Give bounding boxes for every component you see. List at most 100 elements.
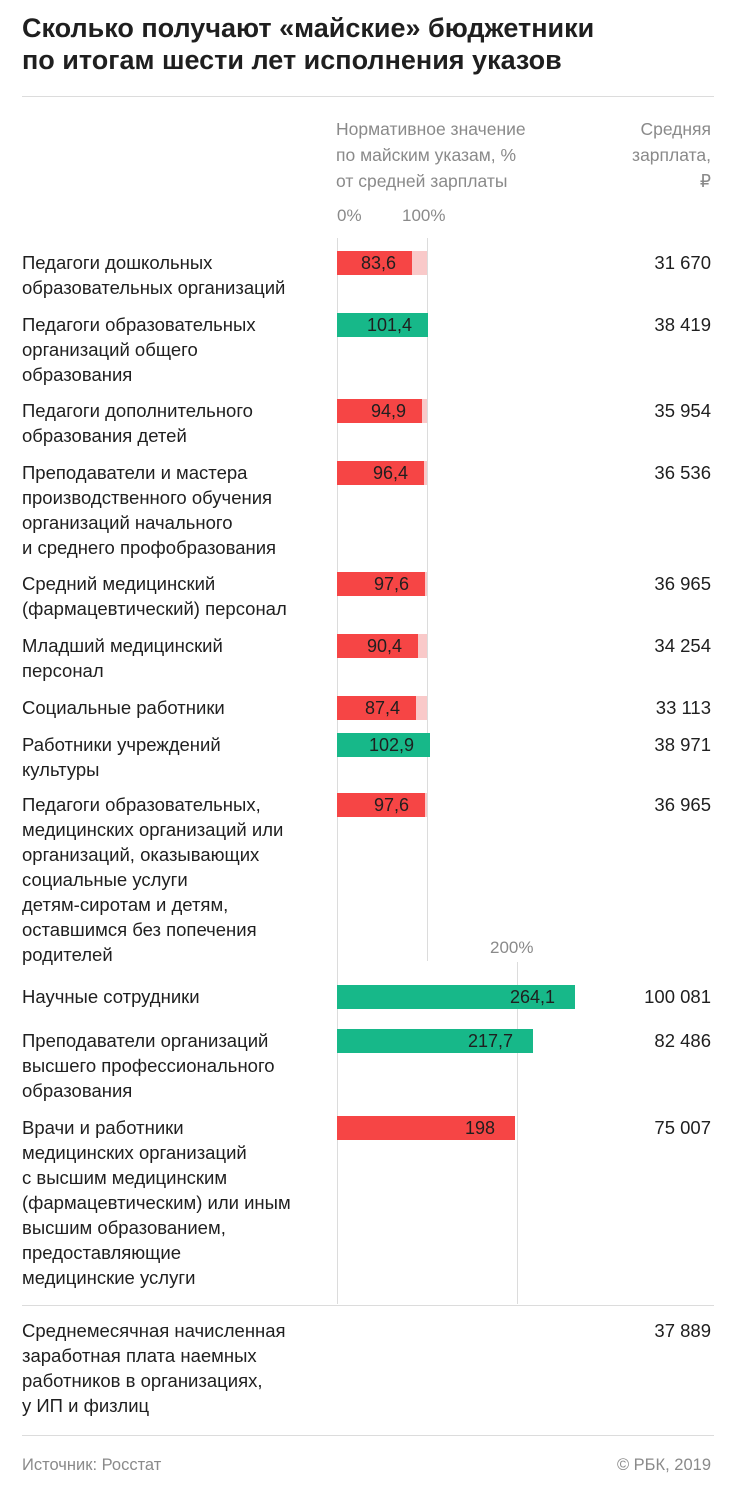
- row-salary: 75 007: [654, 1117, 711, 1138]
- gridline-200: [517, 962, 518, 1304]
- bar: [337, 572, 425, 596]
- bottom-divider: [22, 1435, 714, 1436]
- title-line-1: Сколько получают «майские» бюджетники: [22, 13, 595, 43]
- gridline-0: [337, 238, 338, 1304]
- row-label-line: организаций начального: [22, 512, 233, 533]
- normative-header-line-2: по майским указам, %: [336, 145, 517, 165]
- row-label: Средний медицинский (фармацевтический) пе…: [22, 571, 287, 621]
- row-label-line: высшего профессионального: [22, 1055, 275, 1076]
- row-label: Врачи и работники медицинских организаций…: [22, 1115, 291, 1290]
- summary-label-line-3: работников в организациях,: [22, 1370, 263, 1391]
- summary-label-line-1: Среднемесячная начисленная: [22, 1320, 286, 1341]
- bar: [337, 793, 425, 817]
- row-label-line: Педагоги образовательных,: [22, 794, 261, 815]
- chart-title: Сколько получают «майские» бюджетники по…: [22, 12, 722, 76]
- normative-column-header: Нормативное значение по майским указам, …: [336, 116, 526, 194]
- row-label-line: Преподаватели и мастера: [22, 462, 248, 483]
- row-salary: 100 081: [644, 986, 711, 1007]
- row-label-line: Младший медицинский: [22, 635, 223, 656]
- salary-header-line-3: ₽: [699, 171, 711, 191]
- row-label: Преподаватели организаций высшего професс…: [22, 1028, 275, 1103]
- row-label: Научные сотрудники: [22, 984, 200, 1009]
- row-label-line: высшим образованием,: [22, 1217, 226, 1238]
- row-salary: 36 965: [654, 794, 711, 815]
- row-label-line: Педагоги дополнительного: [22, 400, 253, 421]
- row-label-line: образовательных организаций: [22, 277, 286, 298]
- row-label-line: производственного обучения: [22, 487, 273, 508]
- row-label-line: образования: [22, 1080, 133, 1101]
- bar: [337, 461, 424, 485]
- row-salary: 33 113: [655, 697, 711, 718]
- bar-value-label: 264,1: [509, 987, 555, 1007]
- row-label-line: Преподаватели организаций: [22, 1030, 269, 1051]
- row-label-line: организаций общего: [22, 339, 198, 360]
- bar-value-label: 96,4: [372, 463, 408, 483]
- bar: [337, 1029, 533, 1053]
- row-label-line: социальные услуги: [22, 869, 188, 890]
- row-label-line: оставшимся без попечения: [22, 919, 257, 940]
- bar: [337, 634, 418, 658]
- row-label-line: с высшим медицинским: [22, 1167, 228, 1188]
- bar-value-label: 101,4: [366, 315, 412, 335]
- summary-divider: [22, 1305, 714, 1306]
- row-salary: 36 965: [654, 573, 711, 594]
- row-salary: 82 486: [654, 1030, 711, 1051]
- row-label-line: культуры: [22, 759, 100, 780]
- bar-value-label: 94,9: [370, 401, 406, 421]
- bar: [337, 1116, 515, 1140]
- bar: [337, 313, 428, 337]
- row-salary: 35 954: [654, 400, 711, 421]
- title-line-2: по итогам шести лет исполнения указов: [22, 45, 562, 75]
- tick-label-200: 200%: [490, 938, 534, 957]
- row-label-line: Социальные работники: [22, 697, 225, 718]
- summary-label-line-2: заработная плата наемных: [22, 1345, 257, 1366]
- row-label-line: Научные сотрудники: [22, 986, 200, 1007]
- bar-value-label: 83,6: [360, 253, 396, 273]
- bar: [337, 733, 430, 757]
- gridline-100: [427, 238, 428, 961]
- salary-column-header: Средняя зарплата, ₽: [632, 116, 711, 194]
- row-label: Младший медицинский персонал: [22, 633, 223, 683]
- bar-value-label: 90,4: [366, 636, 402, 656]
- bar-value-label: 97,6: [373, 574, 409, 594]
- row-label: Педагоги дошкольных образовательных орган…: [22, 250, 285, 300]
- tick-label-0: 0%: [337, 206, 362, 225]
- row-salary: 38 971: [654, 734, 711, 755]
- row-salary: 38 419: [654, 314, 711, 335]
- credit-note: © РБК, 2019: [616, 1456, 711, 1474]
- row-label-line: образования: [22, 364, 133, 385]
- row-label: Педагоги дополнительного образования дете…: [22, 398, 253, 448]
- bar-value-label: 87,4: [364, 698, 400, 718]
- row-label: Работники учреждений культуры: [22, 732, 221, 782]
- row-label-line: (фармацевтический) персонал: [22, 598, 287, 619]
- normative-header-line-1: Нормативное значение: [336, 119, 526, 139]
- tick-label-100: 100%: [402, 206, 446, 225]
- bar: [337, 985, 575, 1009]
- row-label-line: Педагоги дошкольных: [22, 252, 213, 273]
- salary-header-line-2: зарплата,: [632, 145, 711, 165]
- row-label: Преподаватели и мастера производственного…: [22, 460, 276, 560]
- bar-value-label: 217,7: [467, 1031, 513, 1051]
- row-salary: 31 670: [654, 252, 711, 273]
- row-label: Педагоги образовательных организаций обще…: [22, 312, 256, 387]
- bar: [337, 399, 422, 423]
- row-label-line: медицинских организаций: [22, 1142, 247, 1163]
- source-note: Источник: Росстат: [22, 1456, 162, 1474]
- row-label-line: детям-сиротам и детям,: [22, 894, 229, 915]
- row-label-line: образования детей: [22, 425, 187, 446]
- row-label-line: медицинские услуги: [22, 1267, 196, 1288]
- row-label-line: Врачи и работники: [22, 1117, 184, 1138]
- summary-label: Среднемесячная начисленная заработная пл…: [22, 1318, 286, 1418]
- row-label-line: организаций, оказывающих: [22, 844, 260, 865]
- bar: [337, 251, 412, 275]
- normative-header-line-3: от средней зарплаты: [336, 171, 508, 191]
- bar-value-label: 97,6: [373, 795, 409, 815]
- row-label-line: Средний медицинский: [22, 573, 216, 594]
- row-label-line: Работники учреждений: [22, 734, 221, 755]
- row-label: Социальные работники: [22, 695, 225, 720]
- summary-salary: 37 889: [654, 1320, 711, 1341]
- row-label-line: персонал: [22, 660, 104, 681]
- row-label-line: медицинских организаций или: [22, 819, 284, 840]
- bar-value-label: 102,9: [368, 735, 414, 755]
- summary-label-line-4: у ИП и физлиц: [22, 1395, 150, 1416]
